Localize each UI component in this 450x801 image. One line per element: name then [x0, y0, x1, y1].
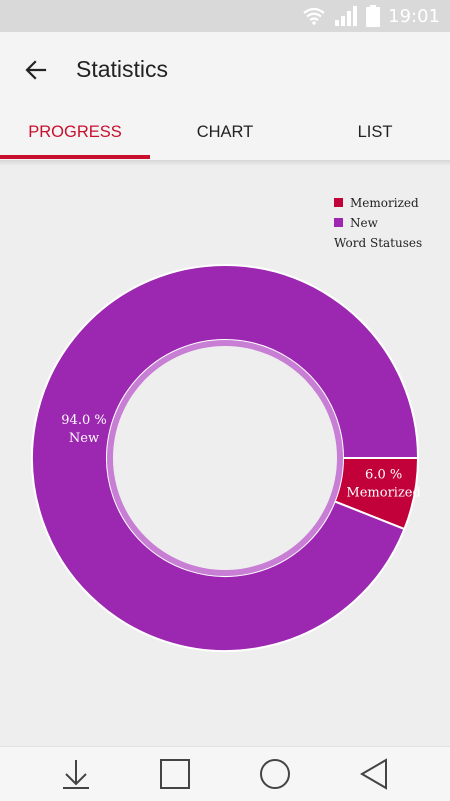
tab-indicator — [0, 155, 150, 159]
wifi-icon — [303, 7, 325, 25]
signal-icon — [335, 6, 358, 26]
page-title: Statistics — [76, 56, 169, 82]
legend-label-memorized: Memorized — [350, 196, 419, 210]
chart-legend: Memorized New Word Statuses — [334, 196, 422, 250]
app-bar-shadow — [0, 160, 450, 166]
recent-apps-button[interactable] — [145, 747, 205, 801]
donut-chart: 6.0 % Memorized 94.0 % New Memorized New Wo… — [31, 196, 422, 652]
status-time: 19:01 — [388, 5, 440, 27]
legend-swatch-new — [334, 218, 343, 227]
download-nav-button[interactable] — [46, 747, 106, 801]
home-icon — [260, 759, 290, 789]
back-nav-button[interactable] — [344, 747, 404, 801]
status-bar: 19:01 — [0, 0, 450, 32]
legend-swatch-memorized — [334, 198, 343, 207]
arrow-back-icon — [25, 60, 47, 80]
back-triangle-icon — [360, 758, 387, 790]
download-icon — [63, 760, 89, 789]
back-button[interactable] — [18, 52, 54, 88]
donut-hole — [113, 346, 337, 570]
system-nav-bar — [0, 746, 450, 801]
legend-title: Word Statuses — [334, 236, 422, 250]
battery-icon — [366, 5, 381, 27]
slice-name-memorized: Memorized — [346, 485, 420, 500]
tab-list[interactable]: LIST — [357, 123, 393, 141]
home-button[interactable] — [245, 747, 305, 801]
legend-label-new: New — [350, 216, 379, 230]
tab-bar: PROGRESS CHART LIST — [0, 114, 450, 160]
chart-area: 6.0 % Memorized 94.0 % New Memorized New Wo… — [0, 166, 450, 746]
slice-percent-new: 94.0 % — [61, 413, 106, 428]
tab-progress[interactable]: PROGRESS — [28, 123, 122, 141]
slice-name-new: New — [69, 431, 99, 446]
recent-apps-icon — [160, 759, 190, 789]
slice-percent-memorized: 6.0 % — [365, 467, 402, 482]
tab-chart[interactable]: CHART — [196, 123, 254, 141]
app-bar: Statistics PROGRESS CHART LIST — [0, 32, 450, 160]
